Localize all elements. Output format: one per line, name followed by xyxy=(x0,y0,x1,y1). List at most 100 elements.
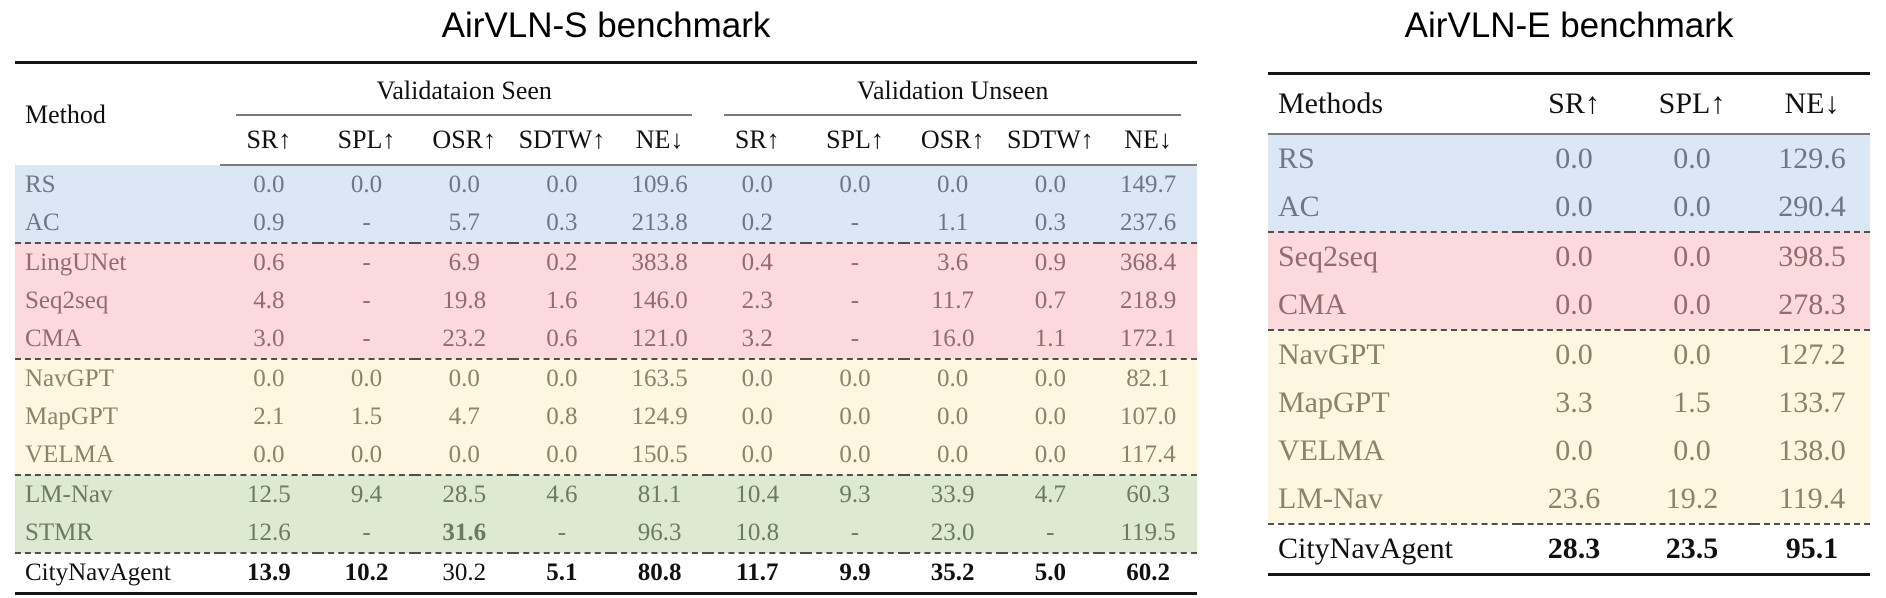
method-cell: Seq2seq xyxy=(25,287,109,314)
value-cell: 95.1 xyxy=(1754,523,1870,575)
value-cell: 4.6 xyxy=(513,474,611,514)
value-cell: 33.9 xyxy=(903,474,1002,514)
value-cell: 146.0 xyxy=(631,287,688,314)
value-cell: 1.5 xyxy=(350,403,383,430)
method-cell: CityNavAgent xyxy=(1268,523,1518,575)
value-cell: 0.0 xyxy=(448,171,480,198)
value-cell: 13.9 xyxy=(220,552,318,594)
value-cell: 28.3 xyxy=(1518,523,1630,575)
value-cell: 0.2 xyxy=(513,242,611,282)
value-cell: 1.6 xyxy=(546,287,578,314)
value-cell: 127.2 xyxy=(1754,329,1870,379)
value-cell: 0.0 xyxy=(1034,403,1066,430)
airvln-e-panel: AirVLN-E benchmark Methods SR↑ SPL↑ NE↓ … xyxy=(1268,0,1870,576)
value-cell: 398.5 xyxy=(1754,231,1870,281)
method-cell: CityNavAgent xyxy=(15,552,220,594)
value-cell: 0.0 xyxy=(350,441,383,468)
value-cell: 0.0 xyxy=(1673,434,1711,467)
header-row: Methods SR↑ SPL↑ NE↓ xyxy=(1268,73,1870,135)
method-cell: NavGPT xyxy=(15,358,220,398)
value-cell: 0.0 xyxy=(1555,434,1593,467)
value-cell: 0.0 xyxy=(1630,231,1754,281)
value-cell: 12.5 xyxy=(220,474,318,514)
value-cell: - xyxy=(362,287,371,314)
value-cell: 9.3 xyxy=(806,474,904,514)
value-cell: 0.0 xyxy=(1673,142,1711,175)
method-cell: MapGPT xyxy=(25,403,119,430)
table-row: AC 0.9 - 5.7 0.3 213.8 0.2 - 1.1 0.3 237.6 xyxy=(15,204,1197,243)
value-cell: 119.4 xyxy=(1778,482,1846,515)
value-cell: 0.0 xyxy=(415,358,514,398)
value-cell: 0.3 xyxy=(1034,209,1066,236)
value-cell: 82.1 xyxy=(1099,358,1197,398)
value-cell: 11.7 xyxy=(708,552,807,594)
method-cell: LM-Nav xyxy=(15,474,220,514)
spl-column-header: SPL↑ xyxy=(1630,73,1754,135)
value-cell: 0.2 xyxy=(741,209,773,236)
table-row: NavGPT 0.0 0.0 0.0 0.0 163.5 0.0 0.0 0.0 0.0 82.1 xyxy=(15,358,1197,398)
table-row: VELMA 0.0 0.0 0.0 0.0 150.5 0.0 0.0 0.0 0.0 117.4 xyxy=(15,436,1197,475)
value-cell: 19.2 xyxy=(1665,482,1719,515)
value-cell: 0.0 xyxy=(903,358,1002,398)
method-cell: CMA xyxy=(1278,288,1347,321)
method-cell: STMR xyxy=(25,519,94,546)
value-cell: 109.6 xyxy=(631,171,688,198)
value-cell: 28.5 xyxy=(415,474,514,514)
value-cell: 0.0 xyxy=(1001,358,1100,398)
value-cell: - xyxy=(806,242,904,282)
value-cell: 0.3 xyxy=(546,209,578,236)
value-cell: 23.6 xyxy=(1547,482,1601,515)
methods-column-header: Methods xyxy=(1268,73,1518,135)
value-cell: 0.0 xyxy=(1034,441,1066,468)
metric-header: SR↑ xyxy=(708,116,807,166)
table-row: LingUNet 0.6-6.9 0.2 383.8 0.4-3.6 0.9 368.4 xyxy=(15,242,1197,282)
value-cell: 2.3 xyxy=(741,287,773,314)
table-row: Seq2seq 4.8 - 19.8 1.6 146.0 2.3 - 11.7 0.7 218.9 xyxy=(15,282,1197,320)
table-row: VELMA 0.0 0.0 138.0 xyxy=(1268,427,1870,475)
value-cell: - xyxy=(557,519,567,546)
method-cell: RS xyxy=(25,170,56,198)
metric-header: NE↓ xyxy=(610,116,709,166)
value-cell: 10.4 xyxy=(708,474,807,514)
value-cell: 383.8 xyxy=(610,242,709,282)
metric-header: SDTW↑ xyxy=(513,116,611,166)
value-cell: 0.0 xyxy=(1518,329,1630,379)
value-cell: 0.0 xyxy=(937,171,969,198)
value-cell: 117.4 xyxy=(1120,441,1176,468)
value-cell: 107.0 xyxy=(1119,403,1177,430)
value-cell: 0.0 xyxy=(253,441,285,468)
value-cell: 23.0 xyxy=(930,519,975,546)
metric-header: SPL↑ xyxy=(806,116,904,166)
table-row: MapGPT 2.1 1.5 4.7 0.8 124.9 0.0 0.0 0.0 0.0 107.0 xyxy=(15,398,1197,436)
value-cell: 23.5 xyxy=(1630,523,1754,575)
method-cell: AC xyxy=(25,209,60,236)
value-cell: 129.6 xyxy=(1778,142,1846,175)
airvln-s-panel: AirVLN-S benchmark Method Validataion Se… xyxy=(15,0,1197,595)
table-row: MapGPT 3.3 1.5 133.7 xyxy=(1268,379,1870,427)
table-row: AC 0.0 0.0 290.4 xyxy=(1268,183,1870,232)
method-cell: VELMA xyxy=(25,441,114,468)
table-row: LM-Nav 23.6 19.2 119.4 xyxy=(1268,475,1870,524)
value-cell: 290.4 xyxy=(1778,190,1846,223)
value-cell: - xyxy=(362,519,371,546)
value-cell: 0.0 xyxy=(1555,142,1593,175)
value-cell: 138.0 xyxy=(1778,434,1846,467)
method-cell: VELMA xyxy=(1278,434,1385,467)
value-cell: 0.0 xyxy=(448,441,480,468)
airvln-s-table: Method Validataion Seen Validation Unsee… xyxy=(15,61,1197,595)
sr-column-header: SR↑ xyxy=(1518,73,1630,135)
value-cell: 0.0 xyxy=(513,358,611,398)
value-cell: 5.0 xyxy=(1001,552,1100,594)
group-header-row: Method Validataion Seen Validation Unsee… xyxy=(15,63,1197,129)
value-cell: - xyxy=(850,325,860,352)
value-cell: 163.5 xyxy=(610,358,709,398)
table-row: LM-Nav 12.5 9.4 28.5 4.6 81.1 10.4 9.3 33.9 4.7 60… xyxy=(15,474,1197,514)
value-cell: 0.0 xyxy=(741,171,773,198)
value-cell: 0.0 xyxy=(708,358,807,398)
value-cell: 4.7 xyxy=(448,403,480,430)
value-cell: 0.0 xyxy=(1555,288,1593,321)
value-cell: 35.2 xyxy=(903,552,1002,594)
method-cell: MapGPT xyxy=(1278,386,1390,419)
airvln-e-body: RS 0.0 0.0 129.6 AC 0.0 0.0 290.4 Seq2seq 0.0 0.0 3… xyxy=(1268,134,1870,575)
value-cell: 0.0 xyxy=(741,403,773,430)
